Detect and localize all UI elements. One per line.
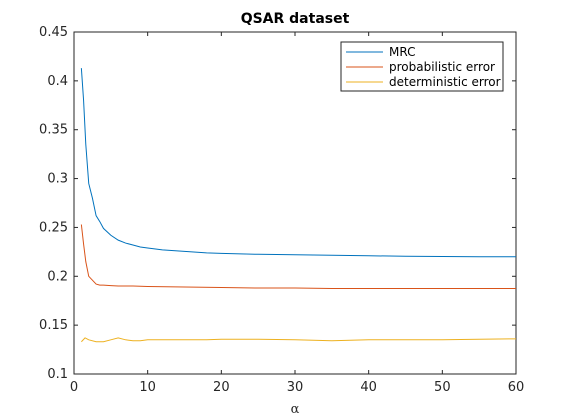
y-tick-label: 0.2 xyxy=(47,269,68,284)
y-tick-label: 0.35 xyxy=(39,123,68,138)
legend-label-probabilistic-error: probabilistic error xyxy=(389,60,495,74)
series-line-deterministic-error xyxy=(81,337,517,343)
y-tick-label: 0.3 xyxy=(47,172,68,187)
series-layer xyxy=(80,68,517,343)
y-tick-label: 0.15 xyxy=(39,318,68,333)
series-line-probabilistic-error xyxy=(80,224,516,289)
x-tick-label: 10 xyxy=(139,380,156,395)
y-tick-label: 0.4 xyxy=(47,74,68,89)
x-axis-label: α xyxy=(291,402,300,417)
x-tick-label: 30 xyxy=(287,380,304,395)
x-tick-label: 0 xyxy=(70,380,78,395)
series-line-mrc xyxy=(80,68,516,258)
x-tick-label: 50 xyxy=(434,380,451,395)
legend-label-deterministic-error: deterministic error xyxy=(389,75,501,89)
x-tick-label: 60 xyxy=(508,380,525,395)
chart-title: QSAR dataset xyxy=(241,11,350,27)
legend-label-mrc: MRC xyxy=(389,45,415,59)
x-tick-label: 40 xyxy=(360,380,377,395)
y-tick-label: 0.1 xyxy=(47,367,68,382)
tick-layer: 0 10 20 30 40 50 60 0.1 0.15 0.2 0.25 0.3 0.35 0.4 0.4… xyxy=(39,25,524,395)
y-tick-label: 0.45 xyxy=(39,25,68,40)
y-tick-label: 0.25 xyxy=(39,220,68,235)
x-tick-label: 20 xyxy=(213,380,230,395)
